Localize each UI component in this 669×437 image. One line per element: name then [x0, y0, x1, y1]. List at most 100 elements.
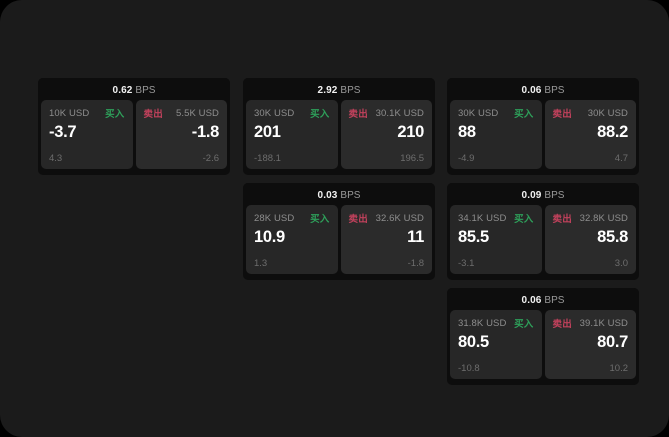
bps-unit-label: BPS	[544, 85, 565, 96]
buy-price: 10.9	[254, 228, 285, 246]
sell-delta: 10.2	[609, 363, 629, 374]
buy-panel-header: 28K USD 买入	[254, 212, 330, 226]
buy-size-label: 34.1K USD	[458, 212, 507, 224]
buy-panel[interactable]: 28K USD 买入 10.9 1.3	[246, 205, 338, 274]
buy-delta: -10.8	[458, 363, 480, 374]
buy-delta: 4.3	[49, 153, 63, 164]
sell-panel-header: 卖出 5.5K USD	[143, 107, 220, 121]
quote-card[interactable]: 0.06 BPS 31.8K USD 买入 80.5 -10.8 卖出	[447, 288, 639, 385]
buy-action-label: 买入	[310, 109, 330, 120]
buy-price: 88	[458, 123, 476, 141]
card-body: 30K USD 买入 88 -4.9 卖出 30K USD 88.2 4.7	[447, 100, 639, 172]
buy-delta: -188.1	[254, 153, 281, 164]
buy-panel[interactable]: 10K USD 买入 -3.7 4.3	[41, 100, 133, 169]
card-body: 31.8K USD 买入 80.5 -10.8 卖出 39.1K USD 80.…	[447, 310, 639, 382]
buy-price: 80.5	[458, 333, 489, 351]
bps-value: 0.62	[112, 85, 133, 96]
bps-unit-label: BPS	[544, 190, 565, 201]
buy-panel-header: 34.1K USD 买入	[458, 212, 534, 226]
sell-size-label: 32.6K USD	[375, 212, 424, 224]
sell-size-label: 39.1K USD	[579, 317, 628, 329]
sell-price: 85.8	[597, 228, 628, 246]
sell-delta: 3.0	[614, 258, 628, 269]
quote-card[interactable]: 2.92 BPS 30K USD 买入 201 -188.1 卖出	[243, 78, 435, 175]
buy-panel-header: 30K USD 买入	[254, 107, 330, 121]
sell-action-label: 卖出	[348, 109, 368, 120]
sell-delta: -1.8	[407, 258, 424, 269]
sell-action-label: 卖出	[348, 214, 368, 225]
buy-size-label: 28K USD	[254, 212, 295, 224]
bps-value: 0.03	[317, 190, 338, 201]
bps-unit-label: BPS	[340, 190, 361, 201]
sell-action-label: 卖出	[552, 109, 572, 120]
sell-delta: 4.7	[614, 153, 628, 164]
buy-action-label: 买入	[105, 109, 125, 120]
bps-value: 0.06	[521, 85, 542, 96]
card-header: 0.09 BPS	[447, 183, 639, 205]
buy-panel[interactable]: 30K USD 买入 88 -4.9	[450, 100, 542, 169]
buy-delta: -4.9	[458, 153, 475, 164]
sell-panel[interactable]: 卖出 30K USD 88.2 4.7	[544, 100, 636, 169]
buy-price: 85.5	[458, 228, 489, 246]
bps-value: 0.06	[521, 295, 542, 306]
sell-delta: 196.5	[400, 153, 424, 164]
quote-card[interactable]: 0.06 BPS 30K USD 买入 88 -4.9 卖出	[447, 78, 639, 175]
buy-panel[interactable]: 30K USD 买入 201 -188.1	[246, 100, 338, 169]
buy-action-label: 买入	[514, 109, 534, 120]
buy-panel[interactable]: 31.8K USD 买入 80.5 -10.8	[450, 310, 542, 379]
buy-panel-header: 30K USD 买入	[458, 107, 534, 121]
sell-panel-header: 卖出 30.1K USD	[348, 107, 425, 121]
sell-price: 11	[407, 228, 424, 246]
card-header: 0.06 BPS	[447, 288, 639, 310]
sell-panel-header: 卖出 30K USD	[552, 107, 629, 121]
bps-value: 2.92	[317, 85, 338, 96]
buy-action-label: 买入	[514, 319, 534, 330]
buy-action-label: 买入	[514, 214, 534, 225]
sell-panel[interactable]: 卖出 32.8K USD 85.8 3.0	[544, 205, 636, 274]
card-body: 30K USD 买入 201 -188.1 卖出 30.1K USD 210 1…	[243, 100, 435, 172]
sell-size-label: 30.1K USD	[375, 107, 424, 119]
bps-unit-label: BPS	[340, 85, 361, 96]
sell-price: 80.7	[597, 333, 628, 351]
buy-price: 201	[254, 123, 281, 141]
bps-unit-label: BPS	[135, 85, 156, 96]
buy-size-label: 31.8K USD	[458, 317, 507, 329]
card-body: 34.1K USD 买入 85.5 -3.1 卖出 32.8K USD 85.8…	[447, 205, 639, 277]
card-header: 2.92 BPS	[243, 78, 435, 100]
sell-panel[interactable]: 卖出 39.1K USD 80.7 10.2	[544, 310, 636, 379]
sell-price: 88.2	[597, 123, 628, 141]
card-header: 0.06 BPS	[447, 78, 639, 100]
buy-price: -3.7	[49, 123, 77, 141]
bps-unit-label: BPS	[544, 295, 565, 306]
sell-panel[interactable]: 卖出 30.1K USD 210 196.5	[340, 100, 432, 169]
quote-card[interactable]: 0.03 BPS 28K USD 买入 10.9 1.3 卖出	[243, 183, 435, 280]
sell-size-label: 5.5K USD	[175, 107, 219, 119]
quote-card[interactable]: 0.09 BPS 34.1K USD 买入 85.5 -3.1 卖出	[447, 183, 639, 280]
sell-price: 210	[397, 123, 424, 141]
sell-panel-header: 卖出 32.6K USD	[348, 212, 425, 226]
buy-action-label: 买入	[310, 214, 330, 225]
bps-value: 0.09	[521, 190, 542, 201]
buy-size-label: 30K USD	[254, 107, 295, 119]
sell-panel[interactable]: 卖出 32.6K USD 11 -1.8	[340, 205, 432, 274]
sell-panel-header: 卖出 32.8K USD	[552, 212, 629, 226]
sell-panel-header: 卖出 39.1K USD	[553, 317, 629, 331]
buy-size-label: 10K USD	[49, 107, 90, 119]
sell-panel[interactable]: 卖出 5.5K USD -1.8 -2.6	[135, 100, 227, 169]
buy-delta: -3.1	[458, 258, 475, 269]
buy-panel[interactable]: 34.1K USD 买入 85.5 -3.1	[450, 205, 542, 274]
sell-delta: -2.6	[202, 153, 219, 164]
card-header: 0.03 BPS	[243, 183, 435, 205]
quote-card[interactable]: 0.62 BPS 10K USD 买入 -3.7 4.3 卖出	[38, 78, 230, 175]
buy-panel-header: 10K USD 买入	[49, 107, 125, 121]
buy-size-label: 30K USD	[458, 107, 499, 119]
sell-action-label: 卖出	[552, 214, 572, 225]
buy-panel-header: 31.8K USD 买入	[458, 317, 534, 331]
sell-action-label: 卖出	[143, 109, 163, 120]
quote-card-grid: 0.62 BPS 10K USD 买入 -3.7 4.3 卖出	[38, 78, 639, 388]
card-header: 0.62 BPS	[38, 78, 230, 100]
card-body: 28K USD 买入 10.9 1.3 卖出 32.6K USD 11 -1.8	[243, 205, 435, 277]
sell-price: -1.8	[191, 123, 220, 141]
sell-size-label: 30K USD	[587, 107, 628, 119]
